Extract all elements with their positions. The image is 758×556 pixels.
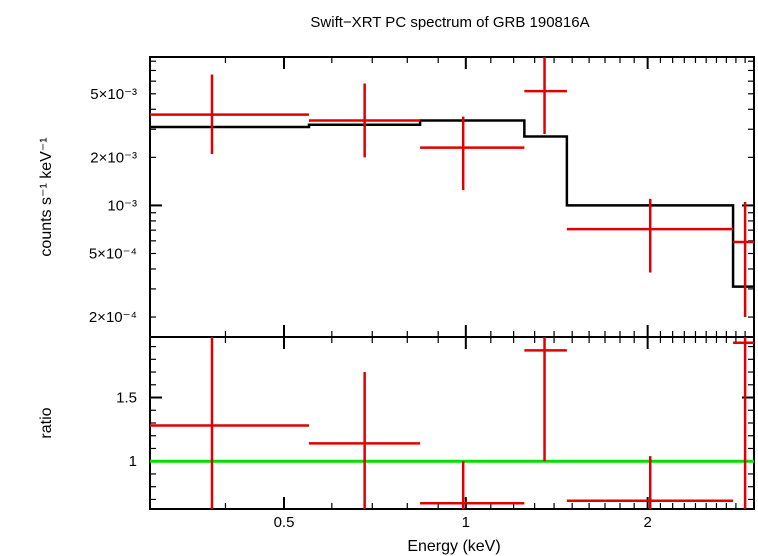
data-point (308, 83, 421, 158)
x-axis-label: Energy (keV) (407, 538, 500, 555)
data-point (150, 74, 309, 154)
ratio-data-points (150, 337, 754, 509)
ratio-y-axis-label: ratio (38, 407, 55, 438)
y-tick-label: 2×10⁻⁴ (89, 309, 137, 326)
y-tick-label: 2×10⁻³ (90, 149, 137, 166)
x-tick-label: 1 (462, 514, 470, 531)
y-tick-label: 1.5 (116, 390, 137, 407)
y-tick-label: 1 (129, 453, 137, 470)
spectrum-panel: 2×10⁻⁴ 5×10⁻⁴ 10⁻³ 2×10⁻³ 5×10⁻³ counts s⁻¹ … (38, 56, 755, 338)
x-tick-label: 0.5 (274, 514, 295, 531)
spectrum-data-points (150, 57, 754, 318)
y-tick-label: 5×10⁻³ (90, 86, 137, 103)
y-tick-label: 10⁻³ (107, 197, 137, 214)
y-tick-label: 5×10⁻⁴ (89, 245, 137, 262)
spectrum-frame (149, 56, 755, 338)
data-point (524, 337, 567, 462)
ratio-ticks: 11.5 (116, 337, 755, 509)
model-curve (150, 119, 754, 288)
data-point (150, 337, 309, 509)
data-point (566, 198, 734, 273)
ratio-frame (149, 336, 755, 510)
data-point (420, 461, 525, 509)
spectrum-ticks: 2×10⁻⁴ 5×10⁻⁴ 10⁻³ 2×10⁻³ 5×10⁻³ (89, 57, 755, 337)
data-point (420, 116, 525, 190)
ratio-panel: 11.5 ratio (38, 336, 755, 510)
data-point (733, 202, 754, 318)
model-step-line (150, 119, 754, 288)
data-point (524, 57, 567, 135)
data-point (308, 372, 421, 509)
data-point (733, 337, 754, 509)
x-tick-label: 2 (643, 514, 651, 531)
chart-title: Swift−XRT PC spectrum of GRB 190816A (310, 14, 589, 31)
x-tick-labels: 0.5 1 2 (274, 514, 652, 531)
data-point (566, 456, 734, 509)
spectrum-y-axis-label: counts s⁻¹ keV⁻¹ (38, 137, 55, 256)
